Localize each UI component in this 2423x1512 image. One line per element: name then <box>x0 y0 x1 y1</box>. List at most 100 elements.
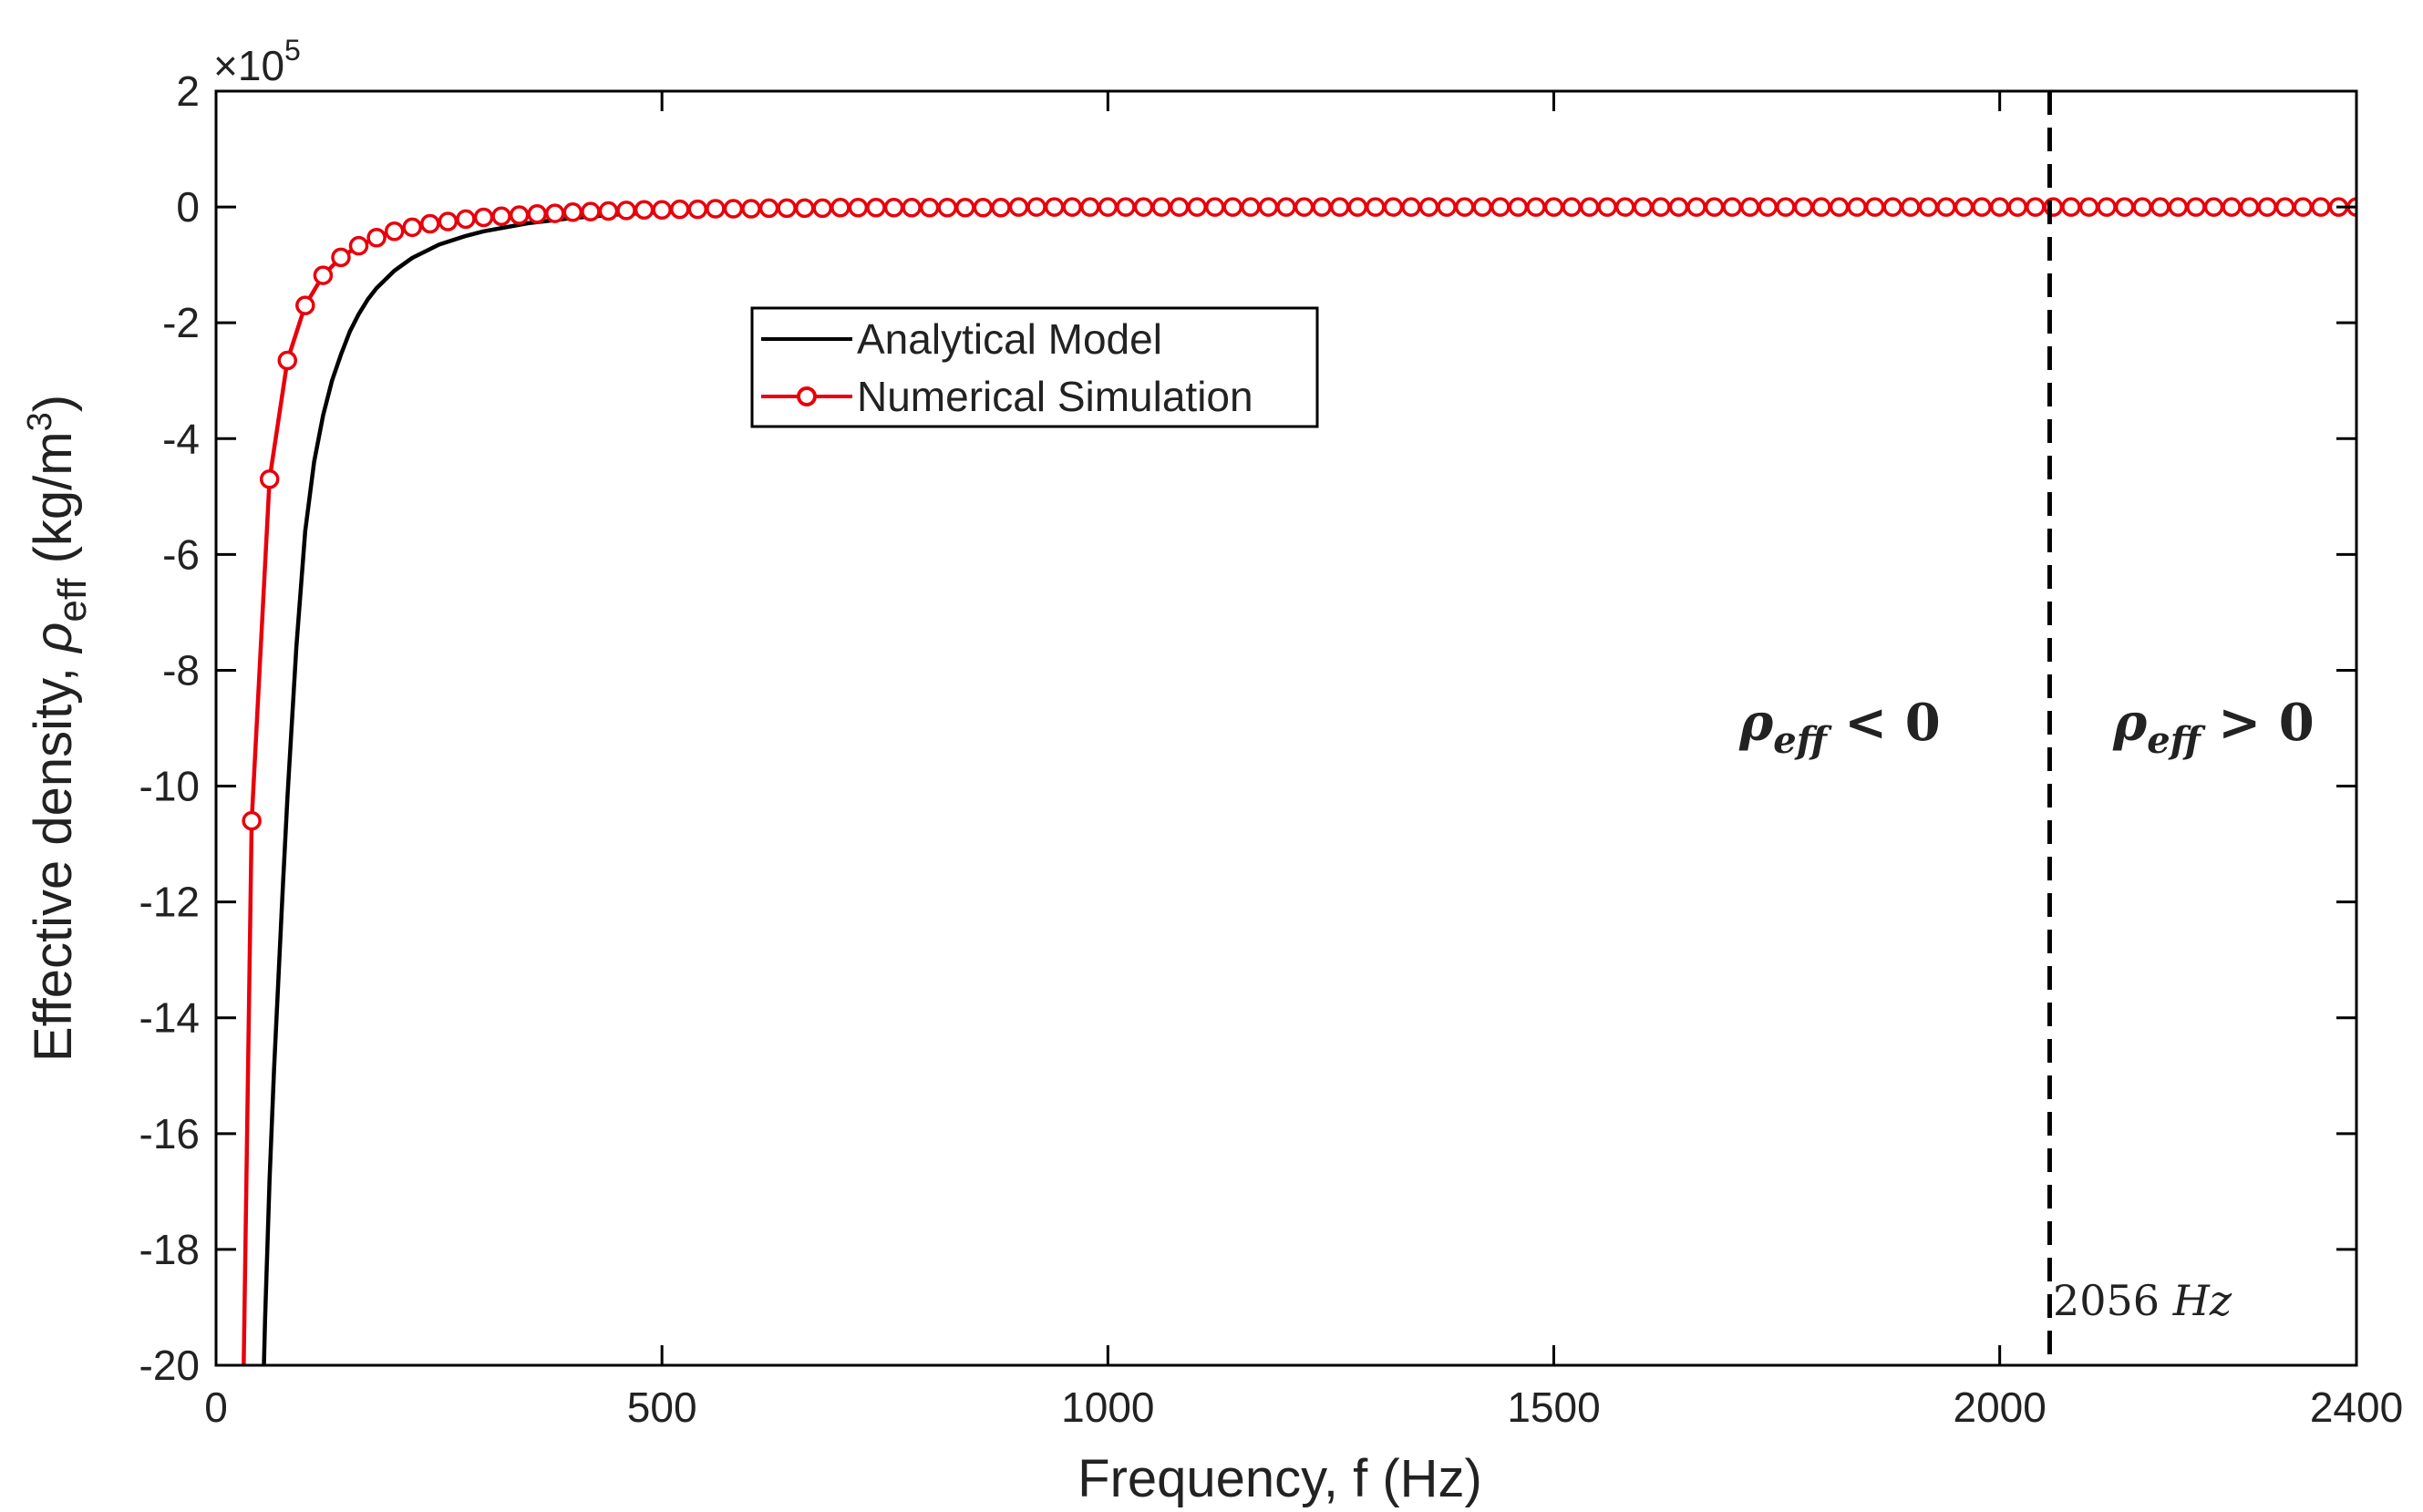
y-axis-title-units-superscript: 3 <box>21 412 59 431</box>
numerical-point <box>2007 197 2027 217</box>
numerical-point <box>2311 197 2331 217</box>
numerical-point <box>794 198 815 219</box>
numerical-point <box>1651 197 1671 217</box>
y-axis-title-units-prefix: (kg/m <box>24 431 83 578</box>
y-tick-label: 0 <box>176 183 200 231</box>
numerical-point <box>1080 197 1100 217</box>
numerical-point <box>1722 197 1742 217</box>
numerical-point <box>2257 197 2277 217</box>
numerical-point <box>1258 197 1279 217</box>
numerical-point <box>1098 197 1119 217</box>
x-tick-label: 0 <box>204 1383 228 1431</box>
numerical-point <box>598 201 619 221</box>
numerical-point <box>331 247 351 268</box>
x-tick-label: 2400 <box>2310 1383 2403 1431</box>
x-tick-label: 2000 <box>1953 1383 2046 1431</box>
numerical-point <box>259 469 280 489</box>
numerical-point <box>1633 197 1654 217</box>
annotation-negative-relation: < 0 <box>1827 693 1941 753</box>
numerical-point <box>2239 197 2260 217</box>
numerical-point <box>955 197 975 218</box>
numerical-point <box>1989 197 2010 217</box>
numerical-point <box>277 350 298 371</box>
numerical-point <box>883 197 904 218</box>
numerical-point <box>1829 197 1850 217</box>
y-tick-label: -12 <box>139 879 200 926</box>
numerical-point <box>2114 197 2135 217</box>
numerical-point <box>902 197 922 218</box>
numerical-point <box>1847 197 1867 217</box>
numerical-point <box>313 265 334 285</box>
numerical-point <box>1347 197 1368 217</box>
reference-line-label-space <box>2160 1276 2173 1325</box>
y-tick-label: -4 <box>162 415 200 462</box>
numerical-point <box>420 213 440 234</box>
numerical-point <box>1044 197 1065 217</box>
numerical-point <box>777 198 797 219</box>
numerical-point <box>1187 197 1207 217</box>
x-axis-title: Frequency, f (Hz) <box>1077 1449 1482 1508</box>
reference-line-label-unit: Hz <box>2172 1276 2232 1325</box>
y-tick-label: -16 <box>139 1110 200 1157</box>
annotation-density-positive: ρeff > 0 <box>2112 693 2315 762</box>
numerical-point <box>669 199 690 220</box>
numerical-point <box>991 197 1011 218</box>
tick-layer: 0 500 1000 1500 2000 2400 2 0 -2 -4 -6 -8 -10 -12 -14 -… <box>139 67 2404 1431</box>
numerical-point <box>1312 197 1332 217</box>
y-tick-label: -8 <box>162 646 200 694</box>
numerical-point <box>2026 197 2046 217</box>
legend: Analytical Model Numerical Simulation <box>750 306 1319 428</box>
annotation-negative-subscript: eff <box>1773 719 1831 762</box>
numerical-point <box>973 197 994 218</box>
numerical-point <box>1454 197 1475 217</box>
y-multiplier-exponent: 5 <box>284 34 301 67</box>
numerical-point <box>1329 197 1350 217</box>
numerical-point <box>919 197 940 218</box>
numerical-point <box>652 200 672 221</box>
numerical-point <box>1793 197 1814 217</box>
numerical-point <box>1366 197 1386 217</box>
numerical-point <box>1383 197 1404 217</box>
numerical-point <box>1936 197 1956 217</box>
annotation-negative-symbol: ρ <box>1738 693 1774 753</box>
numerical-point <box>527 203 547 224</box>
y-axis-title-prefix: Effective density, <box>24 653 83 1062</box>
y-tick-label: -18 <box>139 1226 200 1273</box>
numerical-point <box>1739 197 1760 217</box>
numerical-point <box>545 203 565 223</box>
numerical-point <box>1543 197 1564 217</box>
numerical-point <box>1776 197 1796 217</box>
numerical-point <box>830 197 851 218</box>
numerical-point <box>1008 197 1029 217</box>
y-axis-title: Effective density, ρeff (kg/m3) <box>21 395 95 1062</box>
numerical-point <box>2293 197 2314 217</box>
y-tick-label: 2 <box>176 67 200 115</box>
numerical-point <box>384 221 405 242</box>
numerical-point <box>1526 197 1546 217</box>
numerical-point <box>2274 197 2295 217</box>
y-axis-title-units-suffix: ) <box>24 395 83 412</box>
reference-line-label-value: 2056 <box>2053 1276 2160 1325</box>
y-tick-label: -14 <box>139 994 200 1042</box>
legend-box <box>750 306 1319 428</box>
numerical-point <box>1490 197 1511 217</box>
numerical-point <box>1901 197 1921 217</box>
numerical-point <box>1686 197 1706 217</box>
annotation-positive-subscript: eff <box>2147 719 2205 762</box>
numerical-point <box>1062 197 1082 217</box>
numerical-point <box>1882 197 1903 217</box>
y-multiplier-base: ×10 <box>213 42 284 89</box>
numerical-point <box>741 199 761 219</box>
numerical-point <box>2078 197 2099 217</box>
numerical-point <box>1615 197 1635 217</box>
numerical-point <box>1294 197 1315 217</box>
numerical-point <box>2168 197 2189 217</box>
numerical-point <box>562 202 583 222</box>
numerical-point <box>706 199 726 219</box>
numerical-point <box>2097 197 2117 217</box>
numerical-point <box>1204 197 1225 217</box>
numerical-point <box>2222 197 2242 217</box>
numerical-point <box>2203 197 2224 217</box>
numerical-point <box>1668 197 1689 217</box>
